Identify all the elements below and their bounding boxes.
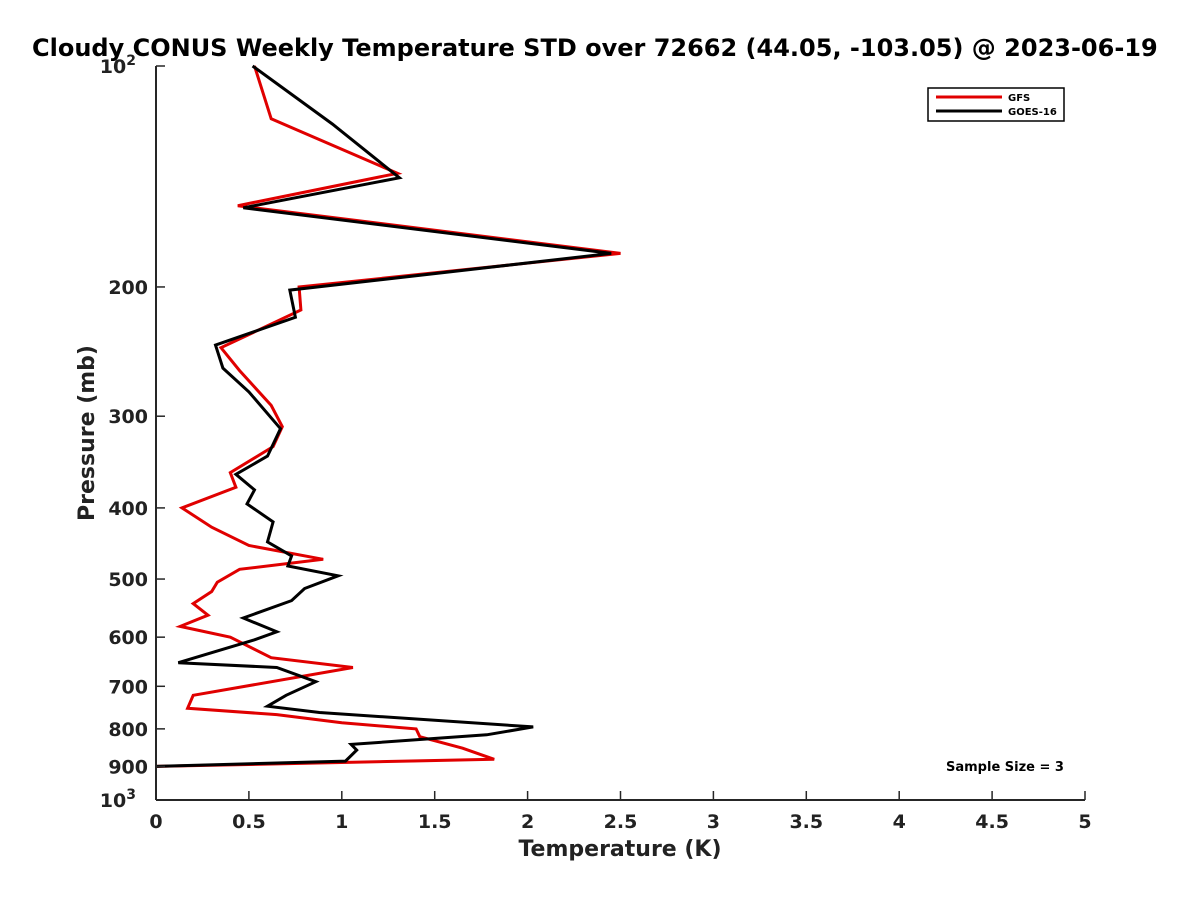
legend: GFS GOES-16 [927, 87, 1065, 122]
x-tick-label: 0.5 [232, 811, 266, 833]
y-tick-label: 800 [108, 719, 148, 741]
y-tick-label: 700 [108, 676, 148, 698]
series-line-goes-16 [155, 64, 612, 768]
series-line-gfs [155, 65, 621, 768]
x-tick-label: 0 [149, 811, 162, 833]
y-tick-label: 103 [100, 787, 136, 812]
y-tick-label: 500 [108, 569, 148, 591]
y-ticks: 102 200 300 400 500 600 700 800 900 103 [100, 53, 165, 812]
y-tick-label: 102 [100, 53, 136, 78]
x-ticks: 0 0.5 1 1.5 2 2.5 3 3.5 4 4.5 5 [149, 791, 1092, 833]
x-tick-label: 5 [1078, 811, 1091, 833]
legend-label-gfs: GFS [1008, 93, 1030, 104]
legend-items: GFS GOES-16 [936, 93, 1057, 118]
legend-box [927, 87, 1065, 122]
legend-label-goes-16: GOES-16 [1008, 107, 1057, 118]
x-tick-label: 2.5 [604, 811, 638, 833]
x-tick-label: 3 [707, 811, 720, 833]
x-tick-label: 4.5 [975, 811, 1009, 833]
chart-title: Cloudy CONUS Weekly Temperature STD over… [32, 34, 1158, 62]
y-tick-label: 600 [108, 627, 148, 649]
y-tick-label: 200 [108, 277, 148, 299]
y-tick-label: 400 [108, 498, 148, 520]
y-tick-label: 900 [108, 756, 148, 778]
series-layer [155, 64, 621, 768]
x-tick-label: 1 [335, 811, 348, 833]
x-axis-label: Temperature (K) [518, 837, 721, 862]
sample-size-annotation: Sample Size = 3 [946, 760, 1064, 775]
x-tick-label: 2 [521, 811, 534, 833]
x-tick-label: 3.5 [789, 811, 823, 833]
x-tick-label: 1.5 [418, 811, 452, 833]
x-tick-label: 4 [893, 811, 906, 833]
y-tick-label: 300 [108, 406, 148, 428]
plot-area: 0 0.5 1 1.5 2 2.5 3 3.5 4 4.5 5 102 200 300 400 500 600… [100, 53, 1092, 833]
y-axis-label: Pressure (mb) [75, 345, 100, 521]
